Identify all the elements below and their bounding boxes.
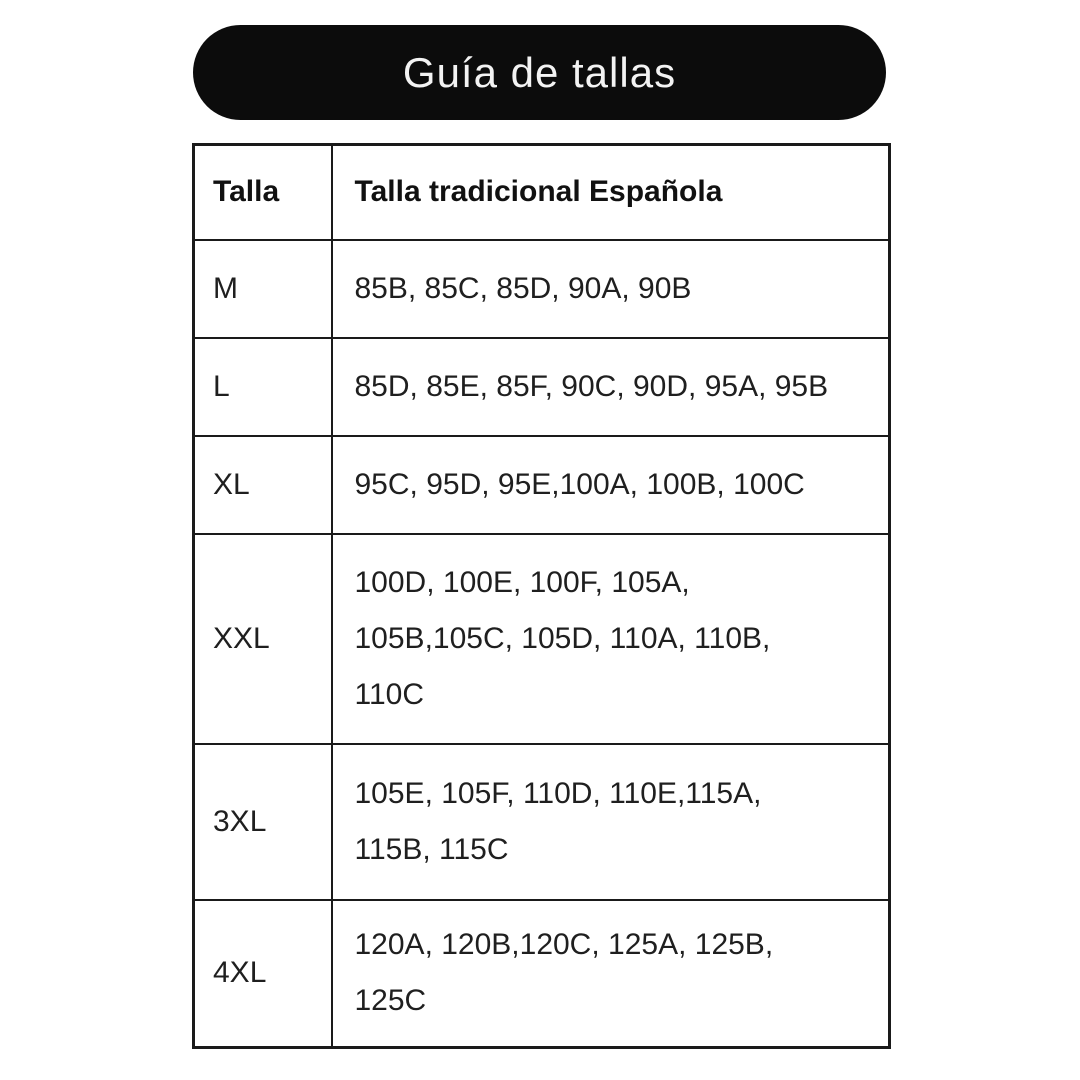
traditional-sizes-cell: 85D, 85E, 85F, 90C, 90D, 95A, 95B (330, 336, 891, 437)
table-row: 3XL 105E, 105F, 110D, 110E,115A, 115B, 1… (192, 742, 891, 901)
size-guide-title-pill: Guía de tallas (193, 25, 886, 120)
size-guide-table: Talla Talla tradicional Española M 85B, … (192, 143, 891, 1049)
traditional-sizes-cell: 95C, 95D, 95E,100A, 100B, 100C (330, 434, 891, 535)
page-title: Guía de tallas (402, 48, 677, 96)
traditional-sizes-cell: 100D, 100E, 100F, 105A, 105B,105C, 105D,… (330, 532, 891, 745)
size-cell: 4XL (192, 898, 333, 1049)
traditional-sizes-cell: 120A, 120B,120C, 125A, 125B, 125C (330, 898, 891, 1049)
table-row: XL 95C, 95D, 95E,100A, 100B, 100C (192, 434, 891, 535)
size-cell: XL (192, 434, 333, 535)
table-row: 4XL 120A, 120B,120C, 125A, 125B, 125C (192, 898, 891, 1049)
size-cell: M (192, 238, 333, 339)
traditional-sizes-cell: 85B, 85C, 85D, 90A, 90B (330, 238, 891, 339)
table-header-row: Talla Talla tradicional Española (192, 143, 891, 241)
column-header-talla: Talla (192, 143, 333, 241)
size-cell: L (192, 336, 333, 437)
table-row: L 85D, 85E, 85F, 90C, 90D, 95A, 95B (192, 336, 891, 437)
column-header-talla-tradicional: Talla tradicional Española (330, 143, 891, 241)
size-cell: XXL (192, 532, 333, 745)
traditional-sizes-cell: 105E, 105F, 110D, 110E,115A, 115B, 115C (330, 742, 891, 901)
table-row: XXL 100D, 100E, 100F, 105A, 105B,105C, 1… (192, 532, 891, 745)
table-row: M 85B, 85C, 85D, 90A, 90B (192, 238, 891, 339)
size-cell: 3XL (192, 742, 333, 901)
